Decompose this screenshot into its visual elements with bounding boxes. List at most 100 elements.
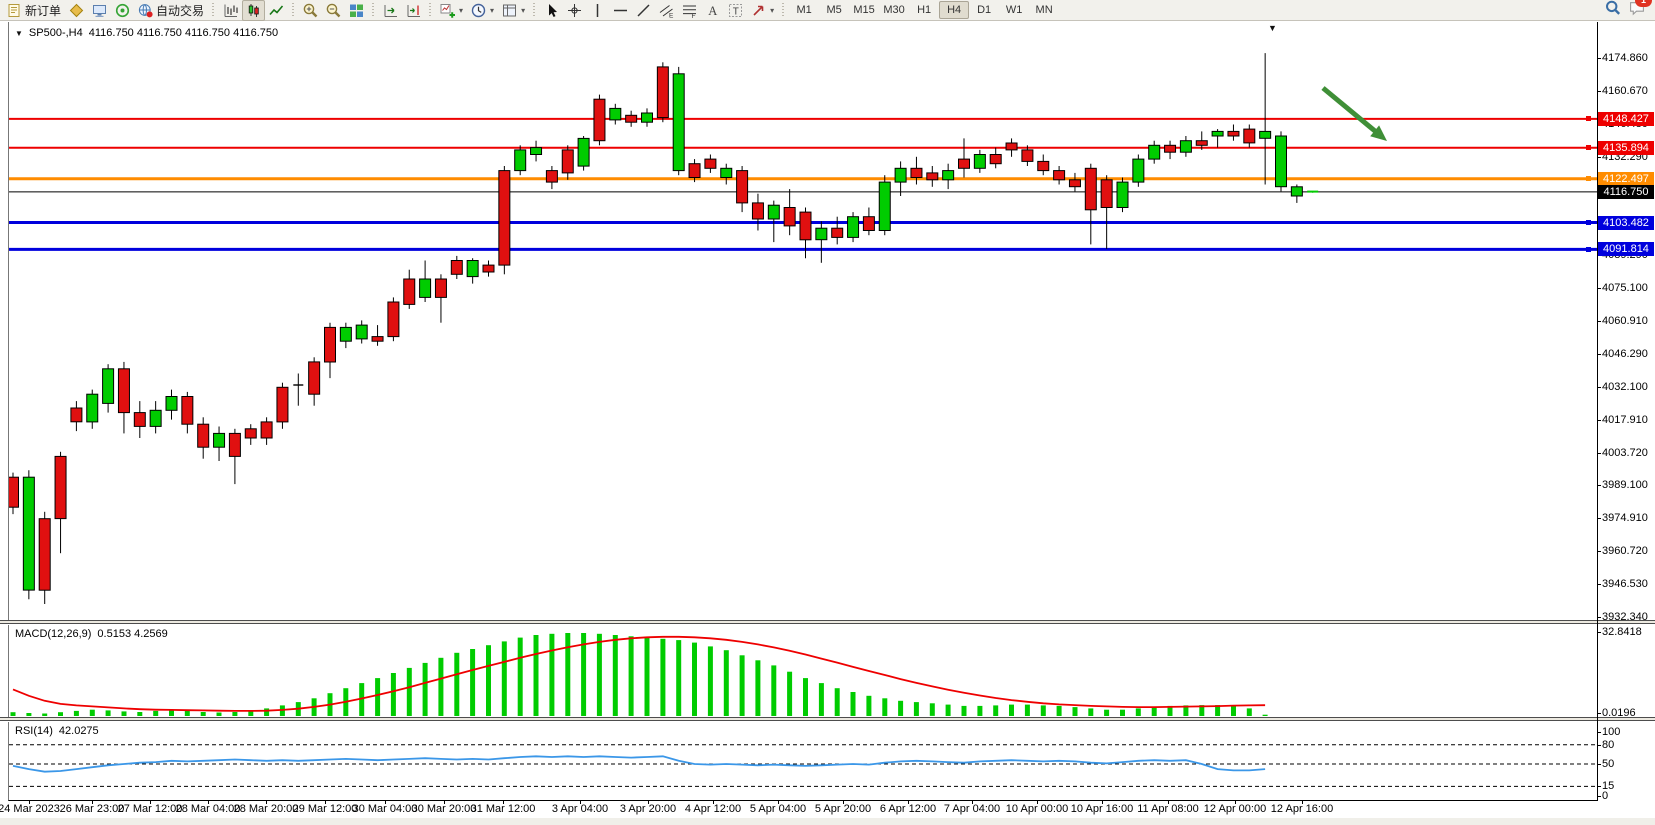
timeframe-mn-button[interactable]: MN [1035, 4, 1053, 16]
line-handle[interactable] [1586, 176, 1591, 181]
price-axis-label: 4032.100 [1602, 381, 1648, 393]
price-chart-panel[interactable]: ▼ SP500-,H4 4116.750 4116.750 4116.750 4… [8, 22, 1598, 621]
zoom-out-button[interactable] [322, 0, 345, 21]
dropdown-arrow-icon[interactable]: ▾ [490, 5, 495, 15]
dropdown-arrow-icon[interactable]: ▾ [459, 5, 464, 15]
text-button[interactable]: A [701, 0, 724, 21]
macd-axis-tickmark [1597, 632, 1601, 633]
macd-histogram-bar [1262, 714, 1268, 716]
candle [641, 108, 653, 127]
labelT-icon: T [729, 3, 743, 17]
macd-histogram-bar [787, 671, 793, 716]
candle [1195, 131, 1208, 150]
channel-icon: E [659, 4, 674, 18]
candle [133, 401, 146, 438]
toolbar-grip [211, 2, 217, 18]
macd-histogram-bar [26, 713, 32, 716]
line-chart-mode-button[interactable] [265, 0, 288, 21]
rsi-chart[interactable] [9, 722, 1598, 800]
data-window-button[interactable] [88, 0, 111, 21]
notifications-button[interactable]: 1 [1629, 0, 1652, 21]
candle [1100, 175, 1113, 249]
crosshair-button[interactable] [563, 0, 586, 21]
timeframe-w1-button[interactable]: W1 [1005, 4, 1023, 16]
dropdown-arrow-icon[interactable]: ▾ [770, 5, 775, 15]
periods-button[interactable]: ▾ [467, 0, 498, 21]
line-handle[interactable] [1586, 145, 1591, 150]
equidistant-channel-button[interactable]: E [655, 0, 678, 21]
timeframe-m5-button[interactable]: M5 [826, 4, 842, 16]
fibonacci-button[interactable]: F [678, 0, 701, 21]
timeframe-m30-button[interactable]: M30 [883, 4, 905, 16]
candle [609, 103, 622, 125]
tiles-icon [350, 4, 364, 17]
text-label-button[interactable]: T [724, 0, 747, 21]
time-axis-label: 10 Apr 16:00 [1070, 803, 1134, 815]
candle [878, 175, 891, 236]
zoom-in-button[interactable] [299, 0, 322, 21]
candle [38, 511, 51, 604]
auto-scroll-button[interactable] [379, 0, 402, 21]
macd-histogram-bar [1151, 707, 1157, 716]
candle [371, 325, 384, 346]
timeframe-h1-button[interactable]: H1 [917, 4, 932, 16]
line-handle[interactable] [1586, 220, 1591, 225]
market-watch-button[interactable] [65, 0, 88, 21]
line-handle[interactable] [1586, 247, 1591, 252]
vertical-line-button[interactable] [586, 0, 609, 21]
macd-histogram-bar [169, 709, 174, 716]
macd-panel[interactable]: MACD(12,26,9) 0.5153 4.2569 [8, 625, 1598, 718]
line-handle[interactable] [1586, 116, 1591, 121]
arrow-annotation[interactable] [1321, 86, 1381, 137]
candle-chart-mode-button[interactable] [242, 0, 266, 21]
time-axis-label: 24 Mar 2023 [0, 803, 60, 815]
candle [450, 255, 463, 279]
trendline-button[interactable] [632, 0, 655, 21]
bar-chart-mode-button[interactable] [219, 0, 242, 21]
time-axis-label: 5 Apr 04:00 [749, 803, 807, 815]
macd-histogram-bar [153, 710, 159, 716]
panel-splitter[interactable] [0, 717, 1655, 721]
candlestick-chart[interactable] [9, 22, 1598, 621]
time-axis-tickmark [580, 800, 581, 804]
macd-histogram-bar [42, 713, 48, 716]
price-axis-tickmark [1597, 91, 1601, 92]
indicators-button[interactable]: ▾ [436, 0, 467, 21]
chart-title: ▼ SP500-,H4 4116.750 4116.750 4116.750 4… [15, 27, 278, 39]
navigator-button[interactable] [111, 0, 134, 21]
panel-splitter[interactable] [0, 620, 1655, 624]
time-axis-tickmark [266, 800, 267, 804]
macd-chart[interactable] [9, 625, 1598, 718]
rsi-panel[interactable]: RSI(14) 42.0275 [8, 722, 1598, 801]
autotrading-button[interactable]: 自动交易 [134, 0, 208, 21]
macd-histogram-bar [945, 704, 951, 716]
templates-button[interactable]: ▾ [498, 0, 529, 21]
chart-shift-button[interactable] [402, 0, 425, 21]
chart-shift-marker[interactable]: ▼ [1268, 23, 1277, 33]
timeframe-m15-button[interactable]: M15 [853, 4, 875, 16]
price-axis-tickmark [1597, 453, 1601, 454]
search-button[interactable] [1605, 0, 1621, 21]
price-tag: 4135.894 [1598, 141, 1654, 155]
cursor-button[interactable] [540, 0, 563, 21]
macd-histogram-bar [470, 649, 476, 716]
timeframe-m1-button[interactable]: M1 [796, 4, 812, 16]
time-axis-label: 10 Apr 00:00 [1005, 803, 1069, 815]
template-icon [503, 4, 517, 16]
timeframe-d1-button[interactable]: D1 [977, 4, 992, 16]
horizontal-line-button[interactable] [609, 0, 632, 21]
one-click-trading-toggle-icon[interactable]: ▼ [15, 28, 23, 38]
timeframe-h4-button[interactable]: H4 [939, 1, 970, 19]
macd-histogram-bar [1056, 705, 1062, 716]
notification-badge: 1 [1635, 0, 1652, 7]
macd-histogram-bar [692, 642, 697, 716]
macd-histogram-bar [771, 665, 777, 716]
new-order-button[interactable]: 新订单 [3, 0, 65, 21]
tile-windows-button[interactable] [345, 0, 368, 21]
macd-histogram-bar [961, 705, 967, 716]
dropdown-arrow-icon[interactable]: ▾ [521, 5, 526, 15]
rsi-axis-tickmark [1597, 764, 1601, 765]
candle [260, 417, 273, 445]
arrows-button[interactable]: ▾ [747, 0, 778, 21]
